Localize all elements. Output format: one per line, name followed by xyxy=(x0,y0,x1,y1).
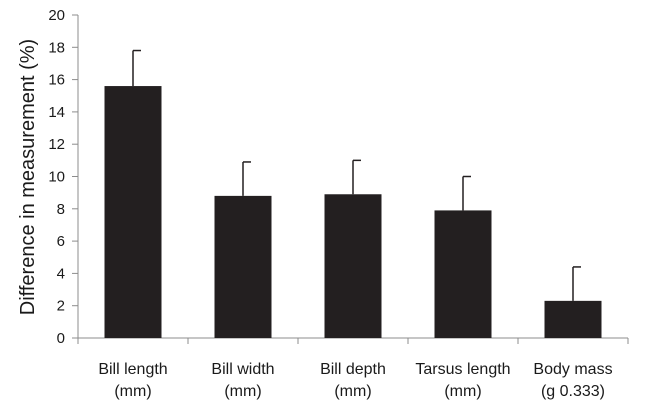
y-tick-label: 20 xyxy=(48,7,65,24)
y-tick-label: 6 xyxy=(57,233,65,250)
y-axis-title: Difference in measurement (%) xyxy=(17,39,39,315)
x-tick-label: Bill length xyxy=(98,361,167,378)
x-tick-label: (mm) xyxy=(444,383,481,400)
x-axis: Bill length (mm) Bill width (mm) Bill depth (… xyxy=(77,337,629,400)
y-tick-label: 2 xyxy=(57,298,65,315)
y-tick-label: 4 xyxy=(57,265,65,282)
y-axis: 0 2 4 6 8 10 12 14 16 18 20 xyxy=(48,7,79,347)
y-tick-label: 10 xyxy=(48,169,65,186)
x-tick-label: (mm) xyxy=(334,383,371,400)
bar xyxy=(324,194,382,338)
x-tick-label: (mm) xyxy=(114,383,151,400)
x-tick-label: Body mass xyxy=(533,361,612,378)
y-tick-label: 18 xyxy=(48,39,65,56)
x-tick-label: (g 0.333) xyxy=(541,383,605,400)
y-tick-label: 16 xyxy=(48,72,65,89)
y-tick-label: 14 xyxy=(48,104,65,121)
bar xyxy=(214,195,272,338)
x-tick-label: Bill depth xyxy=(320,361,386,378)
y-tick-label: 0 xyxy=(57,330,65,347)
y-tick-label: 12 xyxy=(48,136,65,153)
bar xyxy=(104,86,162,338)
x-tick-label: (mm) xyxy=(224,383,261,400)
x-tick-label: Bill width xyxy=(211,361,274,378)
bar xyxy=(544,300,602,338)
bars xyxy=(104,49,602,338)
bar xyxy=(434,210,492,338)
x-tick-label: Tarsus length xyxy=(415,361,510,378)
y-tick-label: 8 xyxy=(57,201,65,218)
